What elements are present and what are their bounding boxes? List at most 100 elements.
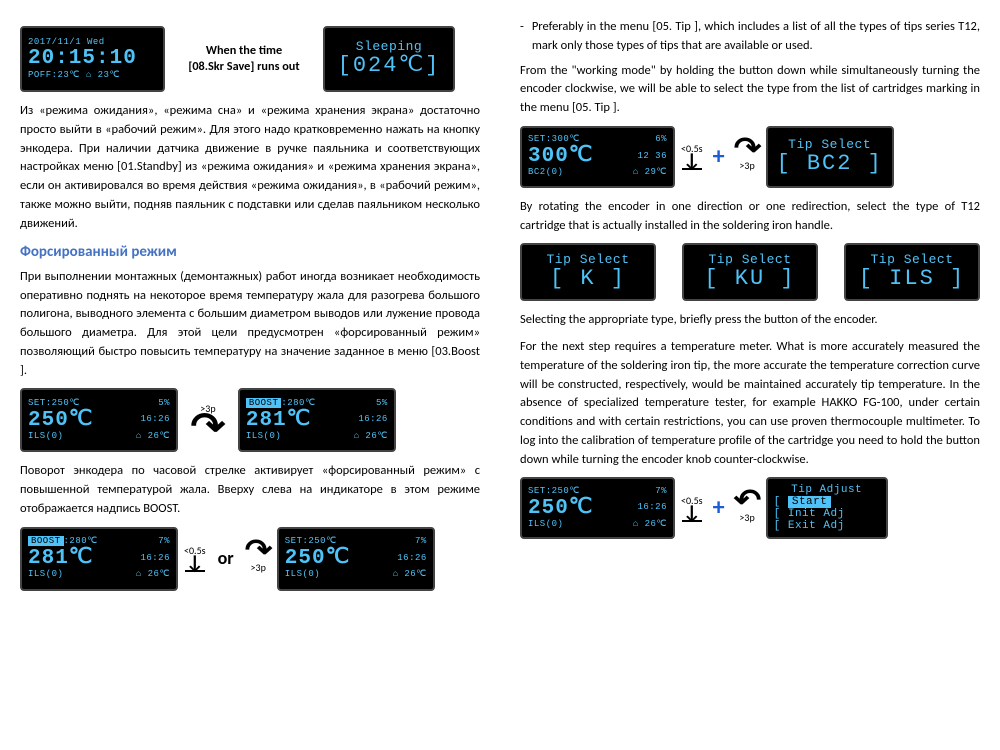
plus-icon: + (713, 490, 725, 526)
para-boost-desc: Поворот энкодера по часовой стрелке акти… (20, 462, 480, 518)
curve-arrow-icon: ↷ (244, 542, 272, 560)
time-side: 16:26 (358, 415, 388, 425)
tipadj-start-label: Start (788, 496, 832, 508)
temp-big: 281℃ (246, 409, 311, 432)
top-display-row: 2017/11/1 Wed 20:15:10 POFF:23℃ ⌂ 23℃ Wh… (20, 26, 480, 92)
temp-big: 281℃ (28, 547, 93, 570)
down-arrow-icon: ↓ (683, 154, 701, 168)
pct-label: 7% (415, 537, 427, 547)
tip-label: ILS(0) (246, 432, 281, 442)
oled-normal-250: SET:250℃5% 250℃16:26 ILS(0)⌂ 26℃ (20, 388, 178, 452)
gesture-hold: <0.5s ↓ (681, 143, 703, 170)
tip-select-enter-row: SET:300℃ 6% 300℃ 12 36 BC2(0) ⌂ 29℃ <0.5s ↓… (520, 126, 980, 188)
tipsel-title: Tip Select (788, 138, 871, 152)
tip-options-row: Tip Select [ K ] Tip Select [ KU ] Tip S… (520, 243, 980, 301)
amb-label: ⌂ 26℃ (136, 432, 170, 442)
tipadj-exit: [ Exit Adj (774, 520, 880, 532)
set-label: SET:300℃ (528, 135, 580, 145)
oled-boost-281: BOOST:280℃ 5% 281℃ 16:26 ILS(0) ⌂ 26℃ (238, 388, 396, 452)
curve-arrow-icon: ↷ (733, 140, 761, 158)
boost-prefix: BOOST:280℃ (28, 537, 98, 547)
para-press-encoder: Selecting the appropriate type, briefly … (520, 311, 980, 330)
tipsel-val: [ ILS ] (859, 267, 965, 291)
down-arrow-icon: ↓ (186, 556, 204, 570)
time-side: 16:26 (637, 503, 667, 513)
tipsel-val: [ KU ] (704, 267, 795, 291)
tip-label: ILS(0) (285, 570, 320, 580)
pct-label: 7% (158, 537, 170, 547)
time-side: 16:26 (140, 554, 170, 564)
para-standby: Из «режима ожидания», «режима сна» и «ре… (20, 102, 480, 233)
pct-label: 5% (376, 399, 388, 409)
tipadj-init: [ Init Adj (774, 508, 880, 520)
gesture-rotate-cw: ↷ >3p (735, 140, 760, 173)
set-label: SET:250℃ (285, 537, 337, 547)
gesture-rotate-cw-2: ↷ >3p (246, 542, 271, 575)
temp-big: 250℃ (285, 547, 350, 570)
pct-label: 7% (655, 487, 667, 497)
caption-line2: [08.Skr Save] runs out (179, 59, 309, 75)
time-side: 16:26 (140, 415, 170, 425)
clock-time: 20:15:10 (28, 47, 157, 70)
tipadj-title: Tip Adjust (774, 484, 880, 496)
oled-boost-281b: BOOST:280℃ 7% 281℃ 16:26 ILS(0) ⌂ 26℃ (20, 527, 178, 591)
down-arrow-icon: ↓ (683, 506, 701, 520)
amb-label: ⌂ 29℃ (633, 168, 667, 178)
oled-work-300: SET:300℃ 6% 300℃ 12 36 BC2(0) ⌂ 29℃ (520, 126, 675, 188)
oled-tip-k: Tip Select [ K ] (520, 243, 656, 301)
oled-normal-250b: SET:250℃7% 250℃16:26 ILS(0)⌂ 26℃ (277, 527, 435, 591)
tip-label: ILS(0) (28, 570, 63, 580)
plus-icon: + (713, 139, 725, 175)
time-side: 16:26 (397, 554, 427, 564)
tip-label: ILS(0) (528, 520, 563, 530)
tipsel-val: [ K ] (550, 267, 626, 291)
time-caption: When the time [08.Skr Save] runs out (179, 43, 309, 75)
amb-label: ⌂ 26℃ (354, 432, 388, 442)
gesture-rotate-ccw: ↷ >3p (735, 492, 760, 525)
caption-line1: When the time (179, 43, 309, 59)
clock-bottom: POFF:23℃ ⌂ 23℃ (28, 71, 157, 81)
boost-tag: BOOST (246, 398, 282, 408)
boost-tag: BOOST (28, 536, 64, 546)
boost-set: :280℃ (64, 536, 98, 546)
sleep-temp: [024℃] (338, 54, 441, 78)
boost-row-1: SET:250℃5% 250℃16:26 ILS(0)⌂ 26℃ >3p ↷ B… (20, 388, 480, 452)
tipadj-start: [ Start (774, 496, 880, 508)
press-bar-icon (682, 520, 702, 522)
amb-label: ⌂ 26℃ (136, 570, 170, 580)
sleep-title: Sleeping (356, 40, 422, 54)
right-column: - Preferably in the menu [05. Tip ], whi… (520, 18, 980, 732)
tip-label: BC2(0) (528, 168, 563, 178)
amb-label: ⌂ 26℃ (633, 520, 667, 530)
oled-work-250: SET:250℃7% 250℃16:26 ILS(0)⌂ 26℃ (520, 477, 675, 539)
pct-label: 6% (655, 135, 667, 145)
gesture-rotate-cw: >3p ↷ (192, 401, 224, 439)
boost-prefix: BOOST:280℃ (246, 399, 316, 409)
temp-big: 300℃ (528, 145, 593, 168)
oled-clock: 2017/11/1 Wed 20:15:10 POFF:23℃ ⌂ 23℃ (20, 26, 165, 92)
pct-label: 5% (158, 399, 170, 409)
press-bar-icon (682, 168, 702, 170)
temp-big: 250℃ (28, 409, 93, 432)
bullet-tip-menu: - Preferably in the menu [05. Tip ], whi… (520, 18, 980, 56)
left-column: 2017/11/1 Wed 20:15:10 POFF:23℃ ⌂ 23℃ Wh… (20, 18, 480, 732)
oled-tip-ils: Tip Select [ ILS ] (844, 243, 980, 301)
clock-date: 2017/11/1 Wed (28, 38, 105, 48)
tip-adjust-row: SET:250℃7% 250℃16:26 ILS(0)⌂ 26℃ <0.5s ↓… (520, 477, 980, 539)
tipsel-val: [ BC2 ] (776, 152, 882, 176)
heading-forced: Форсированный режим (20, 241, 480, 264)
para-rotate-select: By rotating the encoder in one direction… (520, 198, 980, 236)
oled-tip-ku: Tip Select [ KU ] (682, 243, 818, 301)
boost-set: :280℃ (281, 398, 315, 408)
boost-row-2: BOOST:280℃ 7% 281℃ 16:26 ILS(0) ⌂ 26℃ <0.5s… (20, 527, 480, 591)
time-side: 12 36 (637, 152, 667, 162)
tipsel-title: Tip Select (546, 253, 629, 267)
press-bar-icon (185, 570, 205, 572)
oled-tip-select-bc2: Tip Select [ BC2 ] (766, 126, 894, 188)
curve-arrow-icon: ↷ (190, 416, 225, 439)
oled-sleeping: Sleeping [024℃] (323, 26, 455, 92)
para-temp-meter: For the next step requires a temperature… (520, 338, 980, 469)
para-working-mode: From the "working mode" by holding the b… (520, 62, 980, 118)
gesture-short-press: <0.5s ↓ (184, 545, 206, 572)
set-label: SET:250℃ (528, 487, 580, 497)
